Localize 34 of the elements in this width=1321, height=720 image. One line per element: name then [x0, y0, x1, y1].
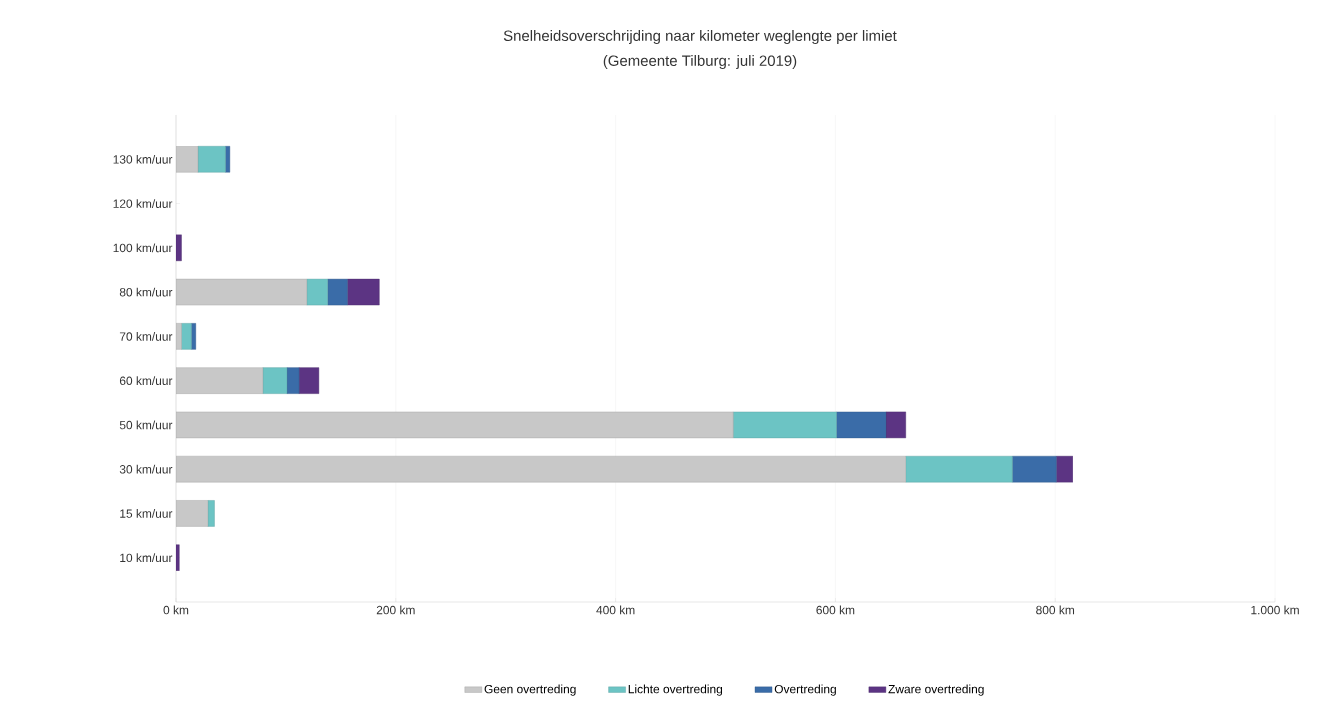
y-tick-label: 80 km/uur [119, 287, 173, 297]
x-tick-label: 0 km [163, 605, 189, 615]
y-tick-label: 130 km/uur [113, 154, 173, 164]
chart-subtitle: (Gemeente Tilburg: juli 2019) [603, 55, 797, 69]
y-tick-label: 120 km/uur [113, 199, 173, 208]
bar [905, 455, 1013, 483]
bar [327, 278, 348, 306]
bar [262, 367, 288, 394]
bar [733, 411, 837, 439]
bar [347, 278, 380, 306]
y-tick-label: 70 km/uur [119, 331, 173, 341]
y-tick-label: 10 km/uur [120, 553, 173, 563]
y-tick-label: 50 km/uur [119, 420, 173, 430]
y-tick-label: 100 km/uur [113, 243, 173, 253]
bar [1012, 455, 1057, 483]
x-tick-label: 600 km [816, 605, 855, 615]
bar [197, 146, 226, 173]
x-tick-label: 200 km [376, 605, 415, 615]
chart-title: Snelheidsoverschrijding naar kilometer weglengte per limiet [503, 30, 897, 44]
bar [286, 367, 300, 394]
y-tick-label: 60 km/uur [119, 376, 173, 386]
bar [306, 278, 328, 306]
y-tick-label: 30 km/uur [119, 464, 173, 474]
y-tick-label: 15 km/uur [120, 509, 173, 518]
bar [181, 323, 192, 350]
x-tick-label: 400 km [596, 605, 635, 615]
legend-label: Zware overtreding [888, 684, 984, 696]
legend-label: Lichte overtreding [628, 684, 723, 696]
legend-label: Geen overtreding [484, 684, 576, 696]
bar [836, 411, 887, 439]
x-tick-label: 1.000 km [1251, 605, 1299, 615]
legend-label: Overtreding [774, 684, 836, 696]
bar [225, 146, 231, 173]
x-tick-label: 800 km [1036, 605, 1075, 615]
